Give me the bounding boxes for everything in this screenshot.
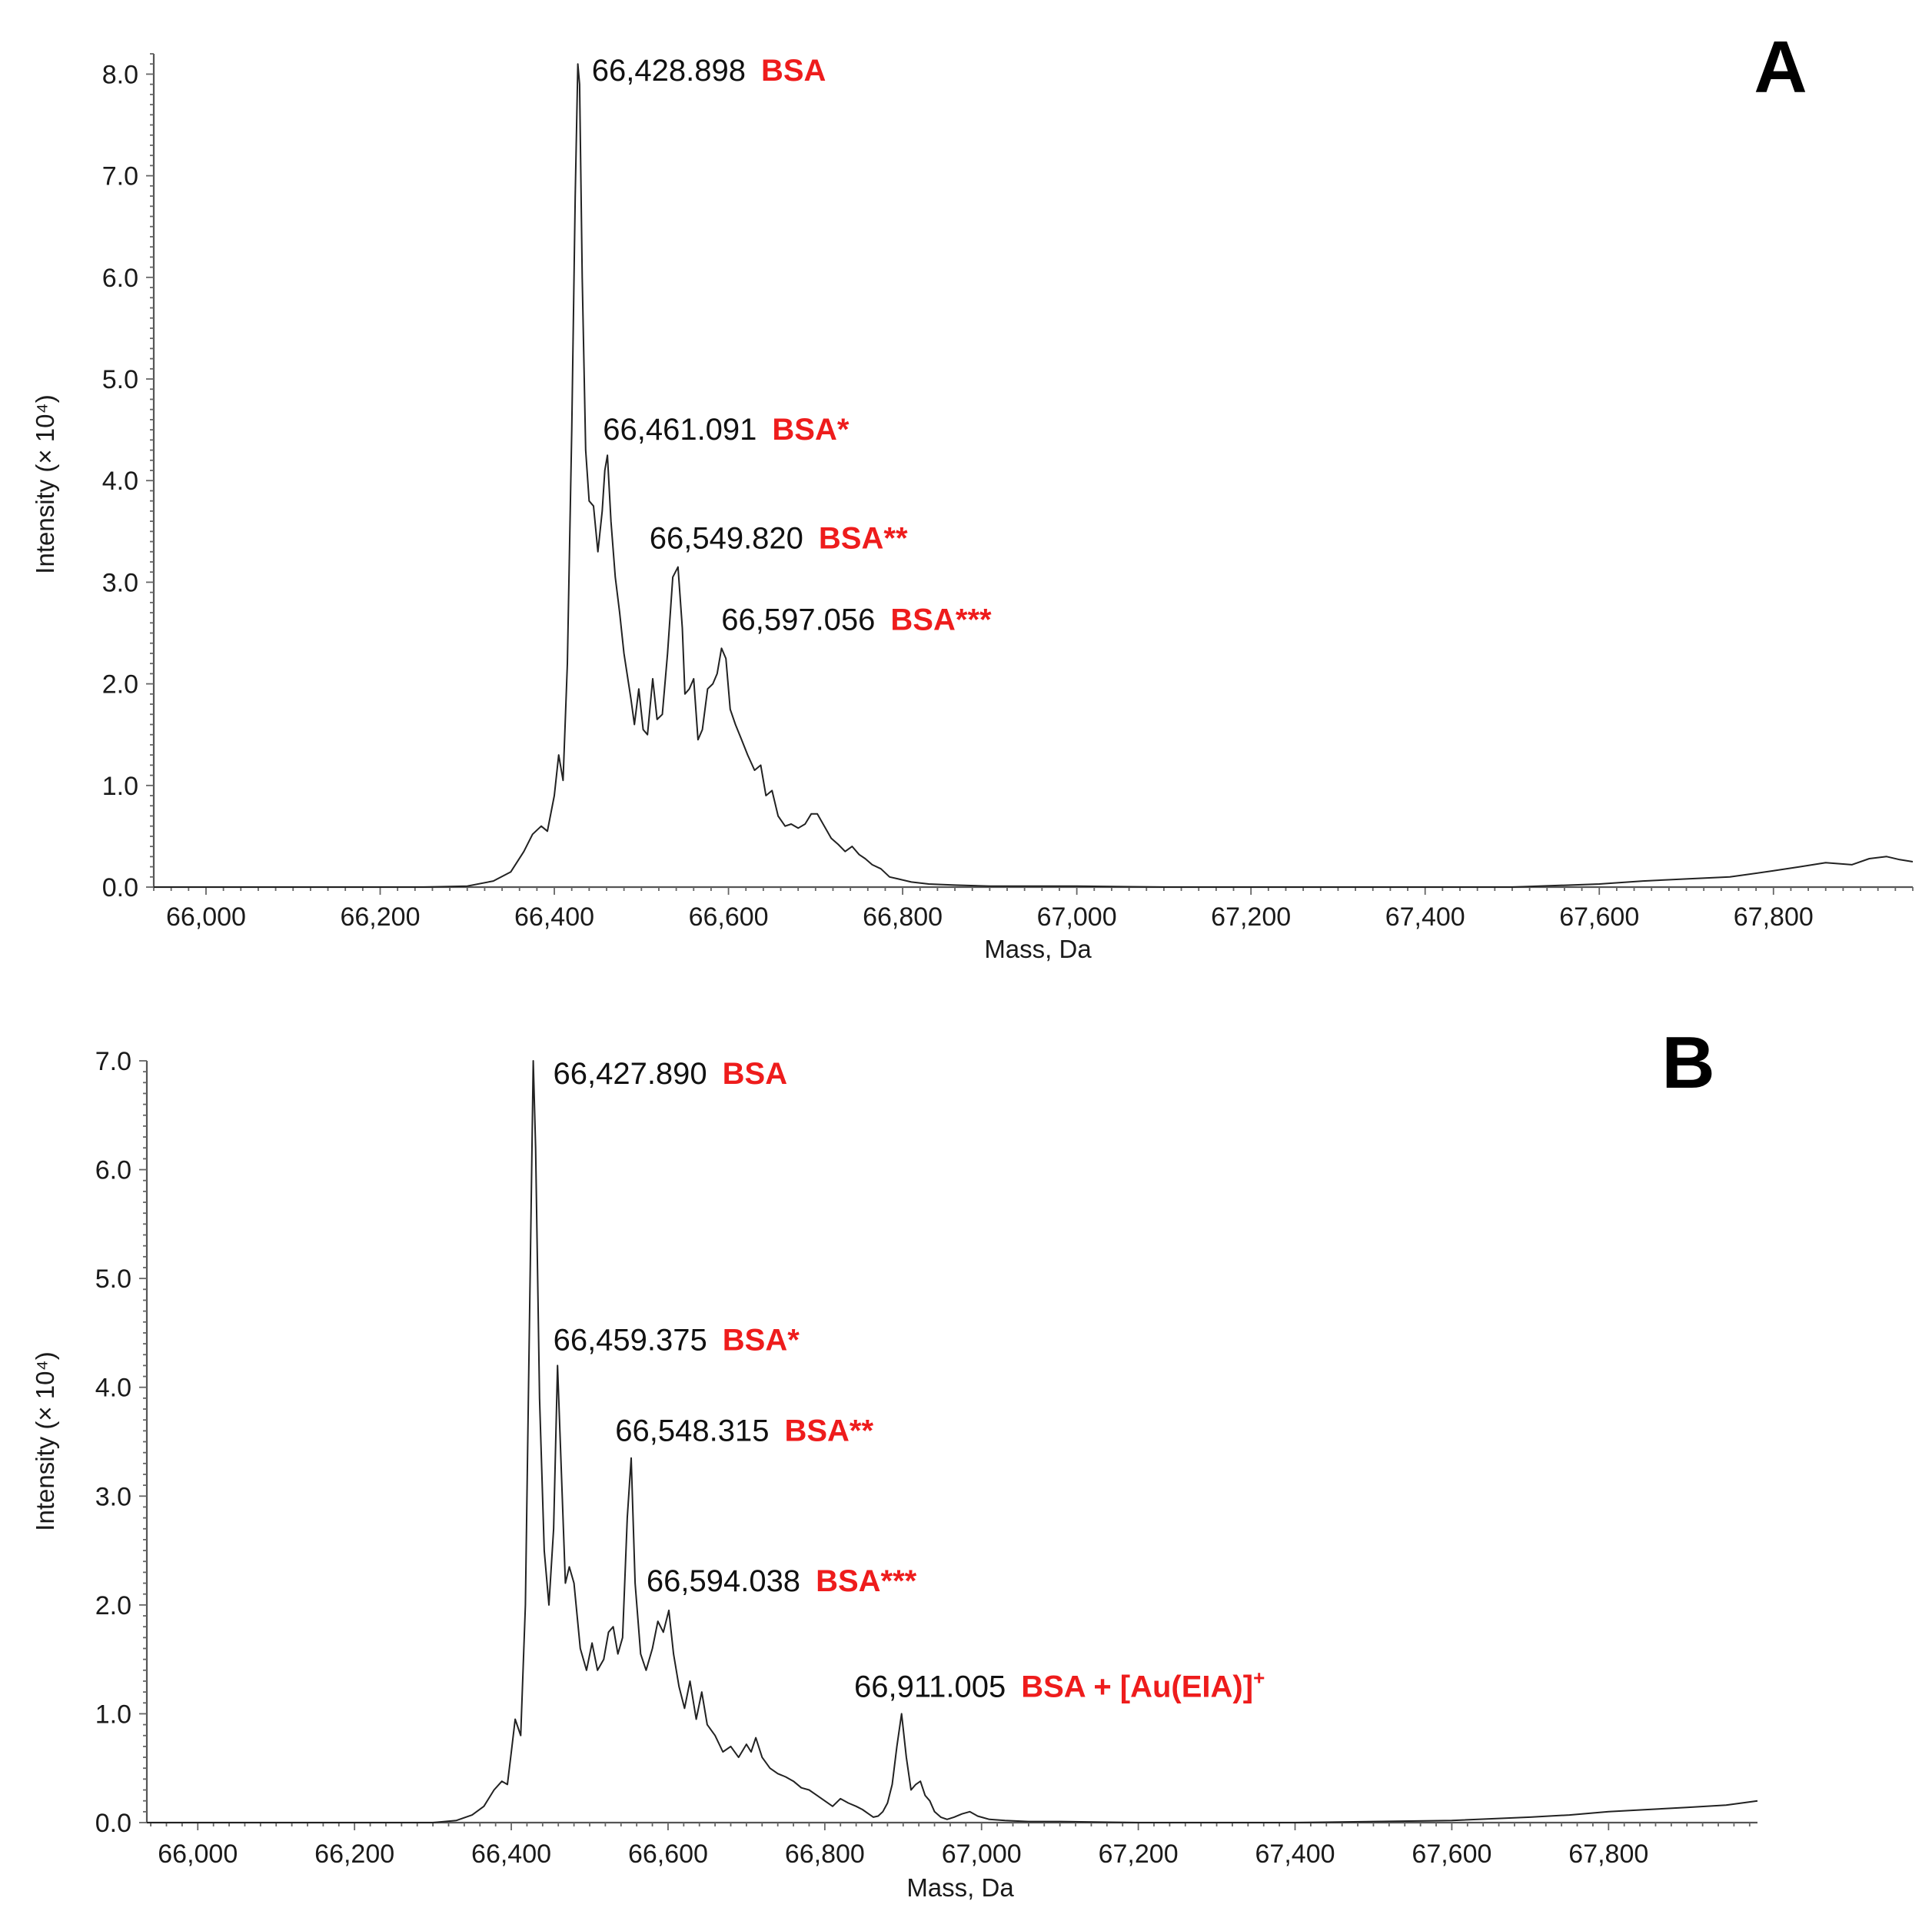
panel-a-peak-mass: 66,597.056 <box>721 603 875 636</box>
panel-b-x-tick-label: 67,600 <box>1412 1840 1491 1869</box>
panel-b-peak-label: 66,459.375 BSA* <box>554 1323 800 1357</box>
panel-b-peak-tag: BSA** <box>784 1414 873 1448</box>
panel-a-tick-labels: 66,000 66,200 66,400 66,600 66,800 67,000 67,2… <box>102 60 1814 932</box>
panel-b-ticks <box>139 1060 1751 1830</box>
panel-b-x-tick-label: 66,600 <box>628 1840 708 1869</box>
panel-b-peak-label: 66,548.315 BSA** <box>615 1414 873 1448</box>
panel-a-spectrum-line <box>154 63 1914 888</box>
panel-b-y-tick-label: 4.0 <box>95 1374 131 1403</box>
panel-a-peak-label: 66,461.091 BSA* <box>603 413 850 447</box>
panel-b-peak-mass: 66,911.005 <box>854 1670 1006 1703</box>
panel-a-y-tick-label: 0.0 <box>102 873 138 902</box>
panel-a-x-tick-label: 66,600 <box>689 902 769 932</box>
panel-a-y-tick-label: 5.0 <box>102 365 138 394</box>
panel-a-peak-mass: 66,549.820 <box>650 522 803 556</box>
panel-b-peak-tag-superscript: + <box>1253 1666 1265 1689</box>
panel-b-y-tick-label: 6.0 <box>95 1156 131 1185</box>
panel-b-peak-mass: 66,548.315 <box>615 1414 769 1448</box>
panel-a-peak-mass: 66,428.898 <box>592 54 746 88</box>
panel-a-y-tick-label: 3.0 <box>102 568 138 597</box>
panel-a-peak-mass: 66,461.091 <box>603 413 757 447</box>
panel-b-peak-tag: BSA*** <box>816 1564 917 1598</box>
panel-a-ticks <box>146 53 1914 895</box>
panel-a-y-tick-label: 8.0 <box>102 60 138 89</box>
panel-b: B 66,000 66,200 66,400 66,600 66,800 67,000 67… <box>31 1022 1758 1902</box>
panel-b-x-tick-label: 66,800 <box>785 1840 865 1869</box>
panel-a-y-tick-label: 6.0 <box>102 264 138 293</box>
panel-b-spectrum-line <box>147 1060 1758 1823</box>
panel-b-x-tick-label: 66,200 <box>314 1840 394 1869</box>
panel-b-x-tick-label: 67,000 <box>942 1840 1022 1869</box>
panel-b-y-tick-label: 2.0 <box>95 1591 131 1620</box>
panel-b-peak-annotations: 66,427.890 BSA 66,459.375 BSA* 66,548.315 BSA… <box>553 1057 1265 1703</box>
panel-a-y-tick-label: 7.0 <box>102 162 138 191</box>
panel-a-x-tick-label: 66,000 <box>166 902 246 932</box>
panel-a-peak-annotations: 66,428.898 BSA 66,461.091 BSA* 66,549.820 BSA… <box>592 54 992 636</box>
panel-b-peak-label: 66,911.005 BSA + [Au(EIA)]+ <box>854 1666 1265 1703</box>
panel-b-y-tick-label: 5.0 <box>95 1265 131 1294</box>
panel-a-x-tick-label: 67,600 <box>1559 902 1639 932</box>
panel-a-x-tick-label: 67,000 <box>1037 902 1117 932</box>
panel-a-peak-tag: BSA <box>761 54 826 88</box>
panel-b-peak-label: 66,427.890 BSA <box>553 1057 787 1091</box>
panel-b-letter: B <box>1661 1022 1714 1104</box>
panel-b-x-tick-label: 66,400 <box>471 1840 551 1869</box>
panel-b-y-tick-label: 1.0 <box>95 1700 131 1729</box>
panel-a-letter: A <box>1754 26 1807 108</box>
panel-a: A 66,000 66,200 66,400 66,600 66,800 67,000 67… <box>31 26 1914 963</box>
panel-b-y-tick-label: 0.0 <box>95 1809 131 1838</box>
panel-b-x-tick-label: 67,200 <box>1099 1840 1179 1869</box>
panel-b-y-axis-title: Intensity (× 10⁴) <box>31 1351 59 1530</box>
panel-a-x-tick-label: 66,200 <box>340 902 420 932</box>
panel-b-peak-tag: BSA <box>723 1057 787 1091</box>
panel-a-x-tick-label: 67,200 <box>1211 902 1291 932</box>
panel-a-y-tick-label: 1.0 <box>102 772 138 801</box>
panel-b-peak-mass: 66,459.375 <box>554 1323 707 1357</box>
panel-a-x-tick-label: 67,800 <box>1734 902 1814 932</box>
panel-b-peak-label: 66,594.038 BSA*** <box>647 1564 917 1598</box>
panel-b-y-tick-label: 3.0 <box>95 1482 131 1511</box>
panel-a-x-tick-label: 66,800 <box>863 902 943 932</box>
panel-b-x-axis-title: Mass, Da <box>906 1873 1014 1902</box>
panel-a-peak-label: 66,428.898 BSA <box>592 54 826 88</box>
panel-a-peak-tag: BSA* <box>772 413 849 447</box>
panel-a-y-axis-title: Intensity (× 10⁴) <box>31 394 59 573</box>
panel-a-x-tick-label: 66,400 <box>514 902 594 932</box>
panel-a-y-tick-label: 2.0 <box>102 670 138 700</box>
panel-b-peak-mass: 66,427.890 <box>553 1057 707 1091</box>
panel-b-peak-tag: BSA* <box>723 1323 800 1357</box>
panel-b-y-tick-label: 7.0 <box>95 1047 131 1076</box>
panel-b-x-tick-label: 67,400 <box>1255 1840 1335 1869</box>
panel-a-peak-tag: BSA*** <box>890 603 992 636</box>
panel-a-peak-label: 66,597.056 BSA*** <box>721 603 992 636</box>
panel-b-peak-mass: 66,594.038 <box>647 1564 800 1598</box>
panel-a-x-axis-title: Mass, Da <box>984 935 1092 963</box>
panel-a-peak-label: 66,549.820 BSA** <box>650 522 908 556</box>
panel-b-tick-labels: 66,000 66,200 66,400 66,600 66,800 67,000 67,2… <box>95 1047 1649 1869</box>
panel-b-x-tick-label: 66,000 <box>158 1840 238 1869</box>
panel-a-y-tick-label: 4.0 <box>102 467 138 496</box>
panel-b-peak-tag: BSA + [Au(EIA)]+ <box>1021 1666 1265 1703</box>
panel-a-x-tick-label: 67,400 <box>1385 902 1465 932</box>
panel-b-x-tick-label: 67,800 <box>1568 1840 1648 1869</box>
panel-a-peak-tag: BSA** <box>819 522 908 556</box>
